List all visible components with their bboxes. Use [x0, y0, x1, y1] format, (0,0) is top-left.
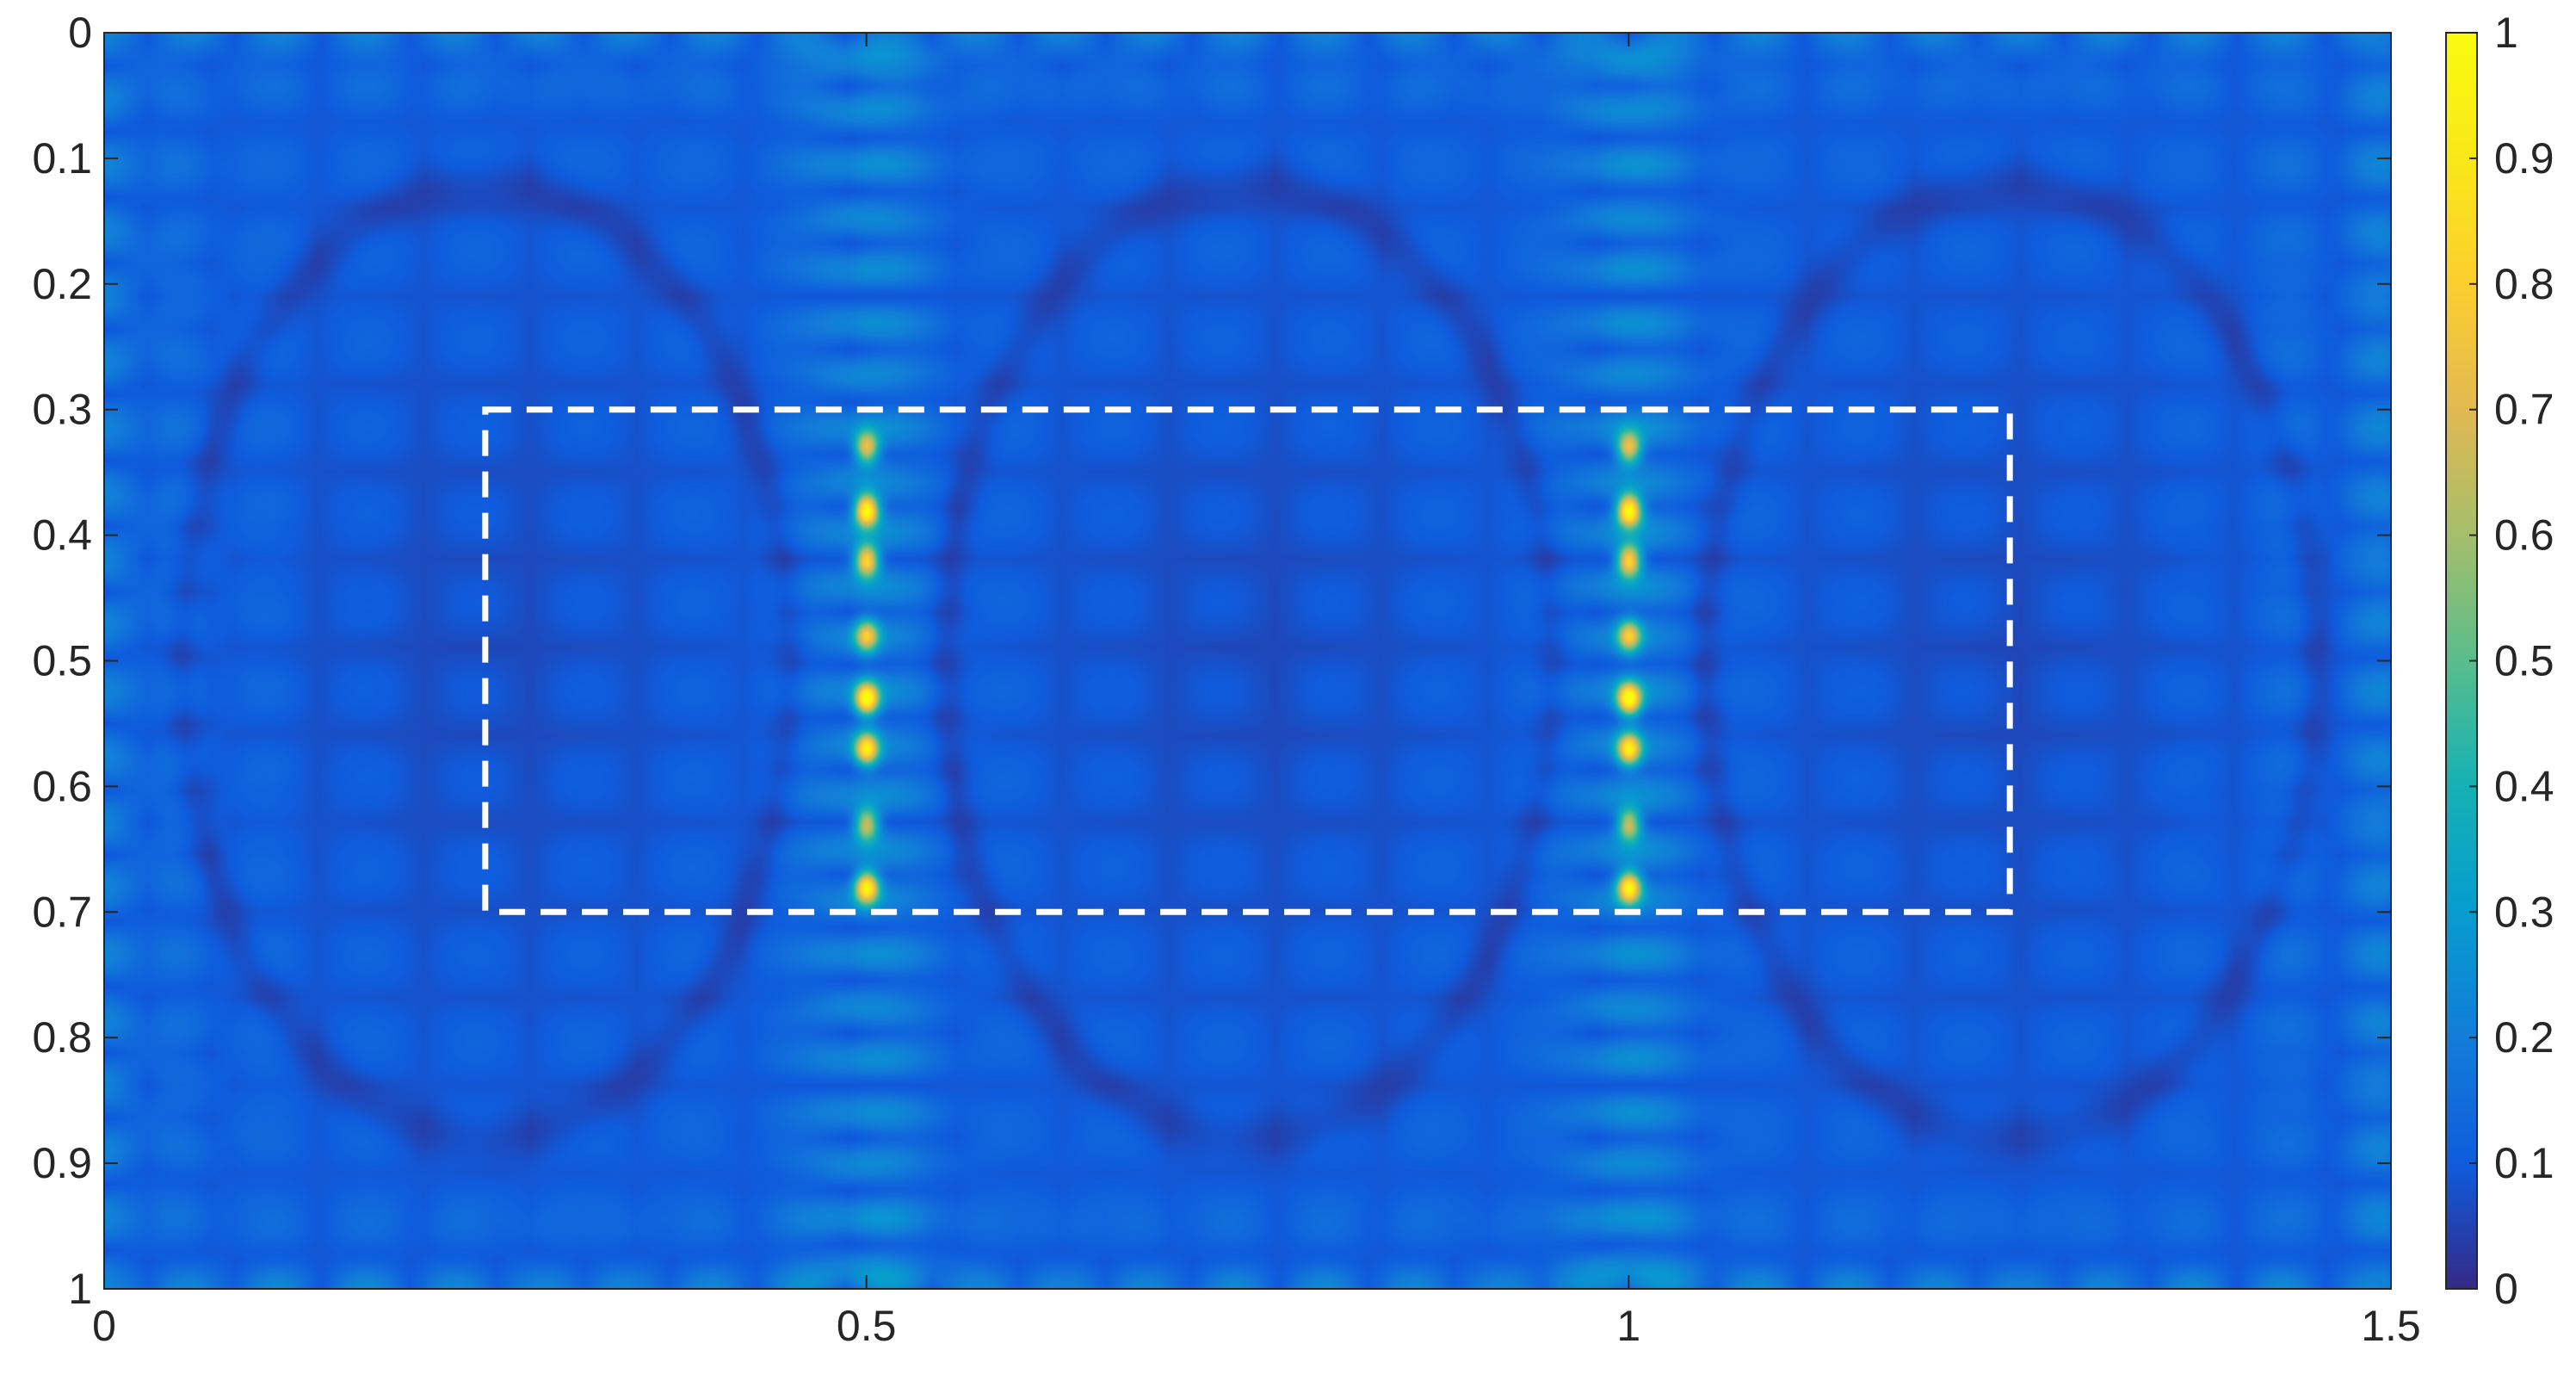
- colorbar-tick-label: 0.9: [2494, 134, 2554, 183]
- y-tick-label: 0.5: [32, 637, 92, 685]
- y-tick-label: 0.2: [32, 260, 92, 308]
- colorbar-tick-label: 0.2: [2494, 1013, 2554, 1062]
- x-tick-label: 0: [92, 1302, 116, 1350]
- x-axis-ticks: 0 0.5 1 1.5: [92, 33, 2421, 1350]
- colorbar-tick-label: 0.6: [2494, 511, 2554, 560]
- colorbar-ticks: 0 0.1 0.2 0.3 0.4 0.5 0.6 0.7 0.8 0.9 1: [2469, 9, 2554, 1313]
- y-tick-label: 0.1: [32, 134, 92, 183]
- colorbar-tick-label: 0: [2494, 1265, 2518, 1313]
- colorbar-tick-label: 0.3: [2494, 888, 2554, 936]
- y-tick-label: 0.4: [32, 511, 92, 560]
- colorbar-tick-label: 0.4: [2494, 762, 2554, 810]
- colorbar-tick-label: 0.8: [2494, 260, 2554, 308]
- colorbar-tick-label: 1: [2494, 9, 2518, 57]
- colorbar-tick-label: 0.1: [2494, 1139, 2554, 1187]
- x-tick-label: 0.5: [837, 1302, 897, 1350]
- y-tick-label: 0: [68, 9, 92, 57]
- y-tick-label: 0.9: [32, 1139, 92, 1187]
- axes-layer: [103, 32, 2478, 1290]
- x-tick-label: 1: [1616, 1302, 1640, 1350]
- x-tick-label: 1.5: [2361, 1302, 2421, 1350]
- annotation-layer: [482, 406, 2013, 915]
- y-tick-label: 1: [68, 1265, 92, 1313]
- y-tick-label: 0.3: [32, 386, 92, 434]
- colorbar-tick-label: 0.5: [2494, 637, 2554, 685]
- dashed-region-box: [482, 406, 2013, 915]
- y-tick-label: 0.7: [32, 888, 92, 936]
- colorbar-tick-label: 0.7: [2494, 386, 2554, 434]
- y-tick-label: 0.8: [32, 1013, 92, 1062]
- y-tick-label: 0.6: [32, 762, 92, 810]
- y-axis-ticks: 0 0.1 0.2 0.3 0.4 0.5 0.6 0.7 0.8 0.9 1: [32, 9, 2391, 1313]
- plot-frame: [103, 32, 2392, 1290]
